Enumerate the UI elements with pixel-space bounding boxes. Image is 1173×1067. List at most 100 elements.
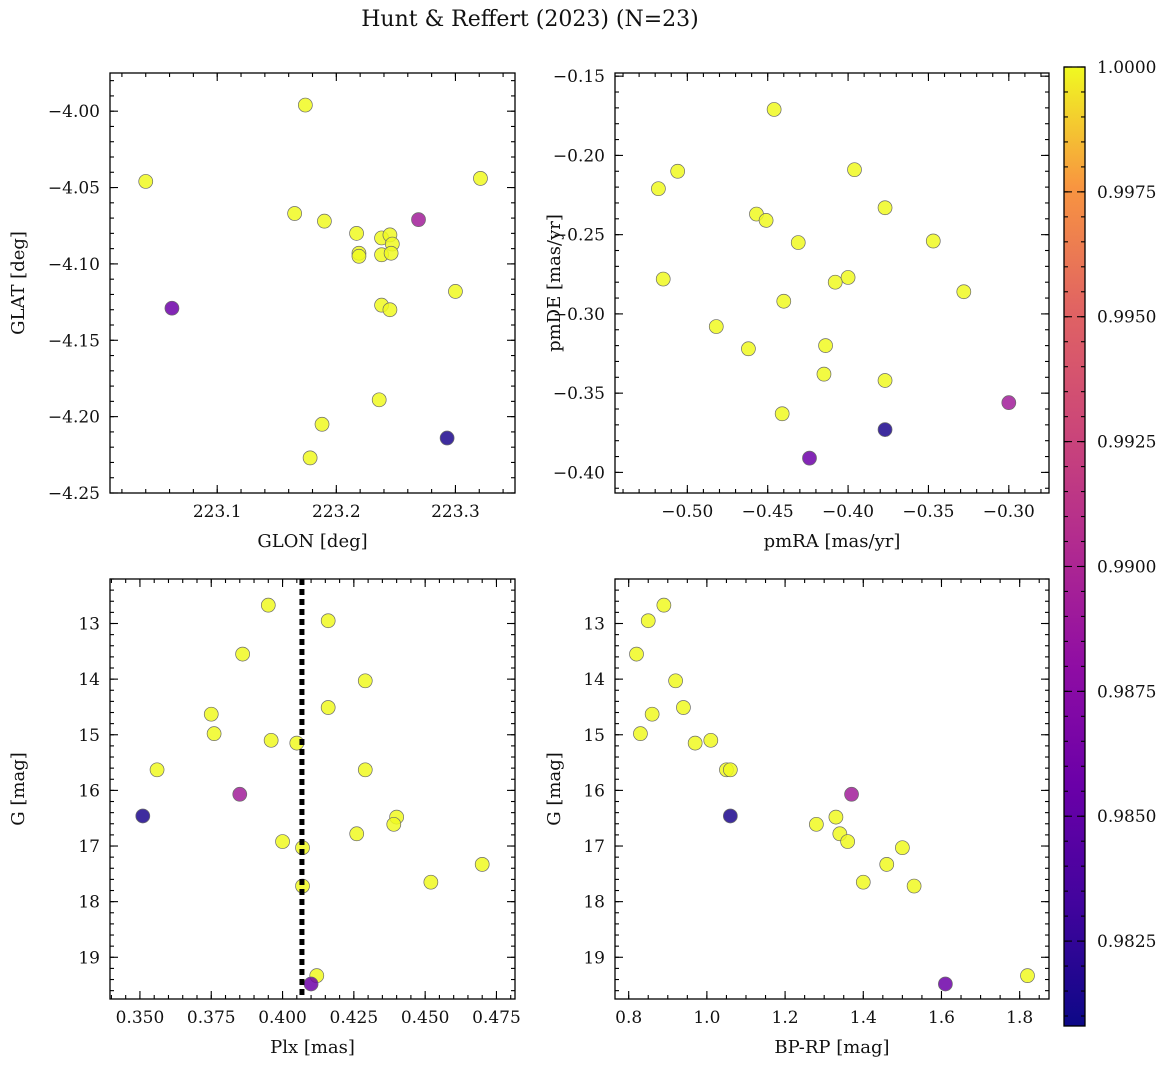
data-point [474,857,490,872]
data-point [232,786,248,802]
x-tick-label: 223.1 [193,502,242,522]
y-tick-label: 13 [78,615,100,635]
y-tick-label: 17 [78,837,100,857]
x-tick-label: −0.35 [902,502,954,522]
data-point [722,808,738,824]
data-point [351,248,367,264]
data-point [818,338,833,353]
panel-sky: 223.1 223.2 223.3 −4.25 −4.20 −4.15 −4.10 −4.05… [8,72,516,552]
data-point [790,235,806,250]
y-tick-label: −0.15 [553,67,605,87]
x-tick-label: 0.425 [330,1008,379,1028]
data-point [877,373,893,388]
data-point [758,213,774,228]
y-tick-label: 15 [78,726,100,746]
data-point [138,174,154,189]
data-point [676,700,691,715]
data-point [302,450,318,466]
x-tick-label: 1.8 [1006,1008,1033,1028]
data-point [383,245,399,261]
figure-title: Hunt & Reffert (2023) (N=23) [361,7,699,32]
panel-pm: −0.50 −0.45 −0.40 −0.35 −0.30 −0.40 −0.35 −0.30… [544,67,1050,552]
data-point [766,102,782,117]
plot-frame [109,72,516,494]
data-point [206,726,222,741]
data-point [925,233,941,249]
data-point [827,274,843,290]
y-axis-label: G [mag] [8,752,29,825]
data-point [879,857,895,872]
y-tick-label: 16 [78,781,100,801]
y-axis-label: pmDE [mas/yr] [544,214,565,352]
y-tick-label: −0.25 [553,226,605,246]
y-tick-label: 16 [583,781,605,801]
y-tick-label: 17 [583,837,605,857]
y-axis-label: G [mag] [544,752,565,825]
data-point [938,976,953,992]
x-tick-label: 0.350 [116,1008,165,1028]
data-point [287,206,302,221]
y-tick-label: 15 [583,726,605,746]
y-tick-label: −0.30 [553,305,605,325]
colorbar-gradient [1064,67,1085,1026]
colorbar-tick-label: 0.9900 [1097,557,1156,577]
colorbar-tick-label: 1.0000 [1097,58,1156,78]
data-point [314,416,330,432]
data-point [349,226,364,241]
data-point [840,834,855,849]
y-axis-label: GLAT [deg] [8,231,29,335]
data-point [895,840,910,856]
data-point [741,341,756,357]
data-point [687,735,703,751]
data-point [877,422,893,437]
plot-frame [109,578,516,1000]
data-point [317,213,332,229]
x-tick-label: −0.30 [983,502,1035,522]
plot-frame [614,578,1050,1000]
data-point [357,673,373,689]
colorbar-tick-label: 0.9825 [1097,932,1156,952]
x-tick-label: 0.8 [615,1008,642,1028]
data-point [956,284,972,300]
x-axis-label: pmRA [mas/yr] [764,531,901,552]
data-point [640,613,656,629]
x-tick-label: 223.2 [312,502,361,522]
colorbar-tick-label: 0.9950 [1097,308,1156,328]
x-tick-label: 1.2 [772,1008,799,1028]
panel-plx: 0.350 0.375 0.400 0.425 0.450 0.475 13 14 15 16 17… [8,578,521,1058]
data-point [298,97,313,113]
y-tick-label: 14 [583,670,605,690]
data-point [349,826,365,842]
data-point [644,706,660,722]
data-point [670,163,686,179]
y-tick-label: −4.10 [48,255,100,275]
y-tick-label: −4.25 [48,484,100,504]
data-point [1001,395,1017,411]
x-tick-label: −0.50 [661,502,713,522]
data-point [371,392,387,408]
x-tick-label: 0.400 [258,1008,307,1028]
y-tick-label: 19 [583,948,605,968]
data-point [448,284,463,299]
data-point [816,366,832,382]
x-tick-label: 0.450 [401,1008,450,1028]
data-point [655,271,671,287]
data-point [906,878,922,894]
data-point [357,762,373,778]
colorbar: 0.9825 0.9850 0.9875 0.9900 0.9925 0.9950 0.99… [1063,58,1156,1027]
data-point [260,597,276,613]
data-point [263,732,279,748]
colorbar-frame [1063,66,1086,1027]
data-point [235,646,250,662]
x-tick-label: 0.375 [187,1008,236,1028]
data-point [877,200,893,216]
data-point [303,976,319,992]
data-point [135,808,151,824]
data-point [802,450,817,466]
data-point [629,646,644,662]
x-tick-label: 0.475 [472,1008,521,1028]
y-tick-label: −0.40 [553,463,605,483]
data-point [320,700,336,715]
data-point [840,270,856,285]
